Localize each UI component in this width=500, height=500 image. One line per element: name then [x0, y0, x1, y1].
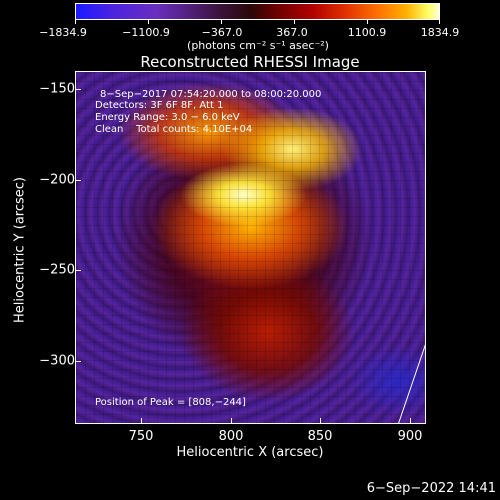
- energy-range-text: Energy Range: 3.0 − 6.0 keV: [95, 112, 240, 123]
- colorbar-tick-label: 1100.9: [347, 26, 387, 39]
- x-tick-mark: [410, 418, 411, 424]
- limb-line: [398, 344, 425, 423]
- image-title: Reconstructed RHESSI Image: [140, 53, 360, 71]
- plot-timestamp: 6−Sep−2022 14:41: [366, 481, 496, 496]
- colorbar-tick-label: −1100.9: [122, 26, 170, 39]
- x-tick-label: 900: [397, 429, 423, 444]
- colorbar-tick-label: −1834.9: [39, 26, 87, 39]
- x-axis-label: Heliocentric X (arcsec): [176, 445, 324, 460]
- time-range-text: 8−Sep−2017 07:54:20.000 to 08:00:20.000: [100, 89, 322, 100]
- colorbar: [75, 3, 440, 20]
- colorbar-tick-label: −367.0: [201, 26, 243, 39]
- x-tick-mark: [231, 418, 232, 424]
- x-tick-mark: [320, 418, 321, 424]
- colorbar-tick-mark: [367, 20, 368, 24]
- detectors-text: Detectors: 3F 6F 8F, Att 1: [95, 100, 224, 111]
- colorbar-tick-mark: [294, 20, 295, 24]
- pixel-grid: [76, 72, 425, 423]
- colorbar-tick-mark: [148, 20, 149, 24]
- colorbar-tick-mark: [75, 20, 76, 24]
- y-tick-mark: [75, 361, 81, 362]
- y-tick-mark: [75, 89, 81, 90]
- x-tick-label: 850: [307, 429, 333, 444]
- x-tick-mark: [141, 418, 142, 424]
- colorbar-units: (photons cm⁻² s⁻¹ asec⁻²): [187, 39, 329, 52]
- clean-counts-text: Clean Total counts: 4.10E+04: [95, 124, 253, 135]
- x-tick-label: 800: [218, 429, 244, 444]
- rhessi-image: [75, 71, 426, 424]
- y-tick-mark: [75, 180, 81, 181]
- colorbar-tick-mark: [221, 20, 222, 24]
- colorbar-tick-mark: [439, 20, 440, 24]
- x-tick-label: 750: [128, 429, 154, 444]
- colorbar-tick-label: 1834.9: [420, 26, 460, 39]
- y-tick-label: −250: [39, 262, 75, 278]
- y-tick-mark: [75, 270, 81, 271]
- y-tick-label: −300: [39, 353, 75, 369]
- y-tick-label: −200: [39, 172, 75, 188]
- y-tick-label: −150: [39, 81, 75, 97]
- peak-position-text: Position of Peak = [808,−244]: [95, 397, 246, 408]
- y-axis-label: Heliocentric Y (arcsec): [12, 177, 28, 323]
- colorbar-tick-label: 367.0: [276, 26, 308, 39]
